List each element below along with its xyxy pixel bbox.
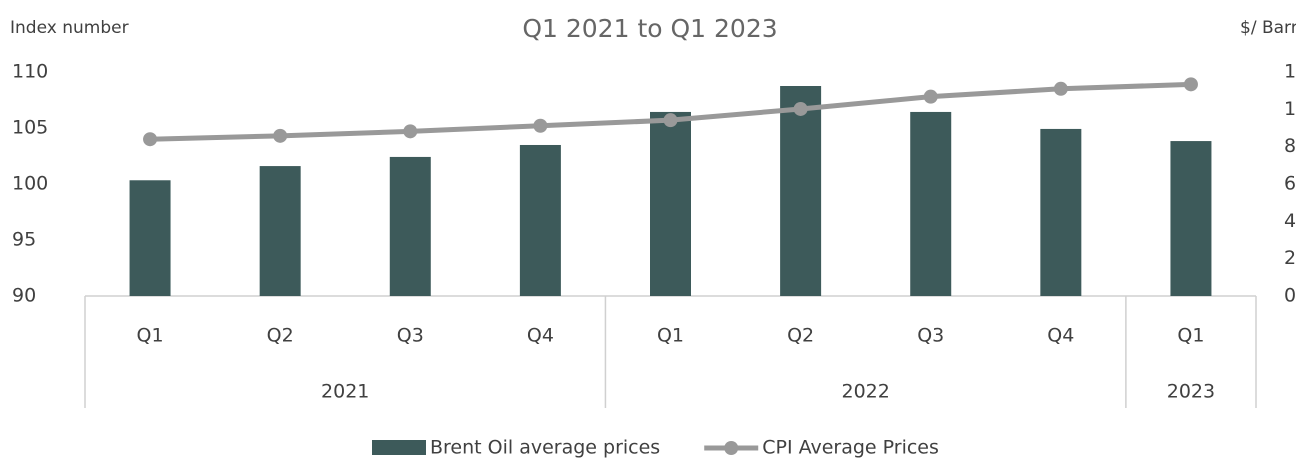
bar	[129, 180, 171, 296]
line-marker	[663, 113, 678, 128]
x-group-label: 2023	[1167, 381, 1215, 403]
bar	[519, 144, 561, 296]
bar	[780, 86, 822, 296]
y2-tick-label: 100	[1284, 98, 1296, 120]
x-group-label: 2021	[321, 381, 369, 403]
x-tick-label: Q4	[1047, 325, 1074, 347]
y2-tick-label: 80	[1284, 135, 1296, 157]
bar	[650, 111, 691, 297]
x-tick-label: Q1	[137, 325, 164, 347]
line-marker	[143, 132, 158, 147]
y2-tick-label: 120	[1284, 61, 1296, 83]
bar	[259, 166, 301, 296]
legend-label: Brent Oil average prices	[430, 437, 660, 459]
y-tick-label: 110	[12, 61, 48, 83]
line-marker	[793, 101, 808, 116]
bar	[1040, 128, 1082, 296]
line-marker	[1053, 81, 1068, 96]
x-tick-label: Q1	[1177, 325, 1204, 347]
x-tick-label: Q2	[267, 325, 294, 347]
line-marker	[273, 128, 288, 143]
y-tick-label: 95	[12, 229, 36, 251]
y2-tick-label: 40	[1284, 210, 1296, 232]
y2-axis-title: $/ Barrel	[1240, 18, 1296, 38]
line-marker	[403, 124, 418, 139]
x-tick-label: Q4	[527, 325, 554, 347]
bar	[910, 111, 952, 297]
y-axis-title: Index number	[10, 18, 129, 38]
x-tick-label: Q2	[787, 325, 814, 347]
x-group-label: 2022	[841, 381, 889, 403]
y-tick-label: 100	[12, 173, 48, 195]
line-marker	[533, 118, 548, 133]
y2-tick-label: 20	[1284, 247, 1296, 269]
y-tick-label: 90	[12, 285, 36, 307]
legend-swatch	[372, 440, 426, 455]
line-marker	[1183, 77, 1198, 92]
line-marker	[923, 89, 938, 104]
x-tick-label: Q3	[917, 325, 944, 347]
legend-swatch	[724, 441, 739, 455]
chart-title: Q1 2021 to Q1 2023	[522, 14, 777, 43]
y2-tick-label: 60	[1284, 173, 1296, 195]
legend-label: CPI Average Prices	[762, 437, 939, 459]
bar	[389, 156, 431, 296]
x-tick-label: Q3	[397, 325, 424, 347]
y-tick-label: 105	[12, 117, 48, 139]
x-tick-label: Q1	[657, 325, 684, 347]
y2-tick-label: 0	[1284, 285, 1296, 307]
bar	[1170, 141, 1212, 296]
